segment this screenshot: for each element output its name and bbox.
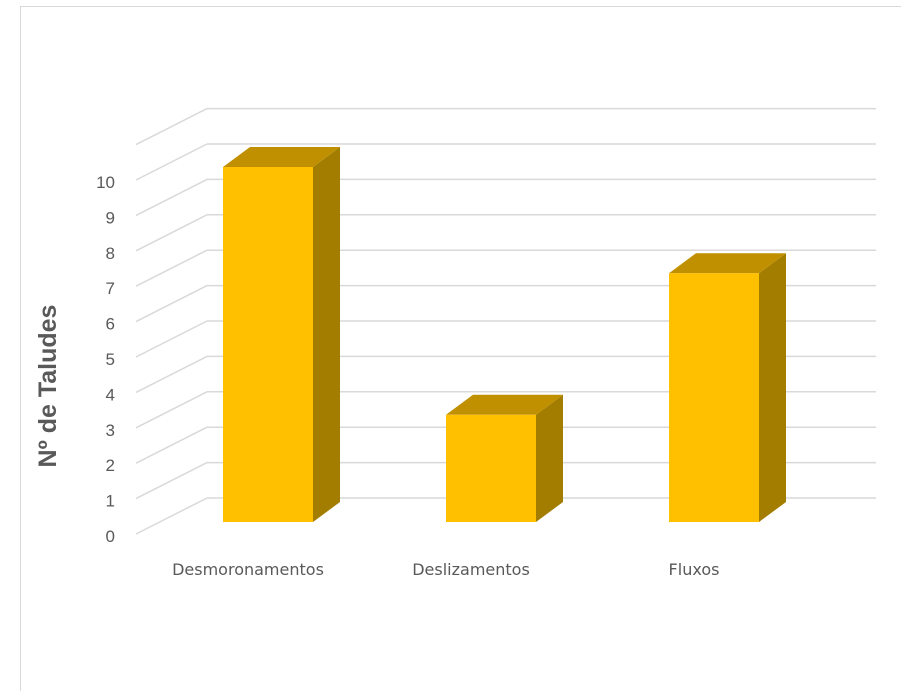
gridline-diagonal <box>135 284 208 323</box>
bar-front <box>446 414 536 522</box>
y-tick-label: 10 <box>96 173 115 192</box>
bar-front <box>223 167 313 522</box>
y-tick-label: 3 <box>106 421 115 440</box>
bar-top <box>223 147 340 167</box>
gridline-diagonal <box>135 320 208 358</box>
gridline-diagonal <box>135 391 208 429</box>
x-axis-categories: Desmoronamentos Deslizamentos Fluxos <box>172 560 719 579</box>
bar-top <box>669 253 786 274</box>
x-category-label: Desmoronamentos <box>172 560 324 579</box>
gridline-diagonal <box>135 143 208 181</box>
y-axis-ticks: 0 1 2 3 4 5 6 7 8 9 10 <box>96 173 115 546</box>
y-tick-label: 6 <box>106 315 115 334</box>
bar-series <box>223 147 786 522</box>
bar-desmoronamentos <box>223 147 340 522</box>
y-tick-label: 1 <box>106 492 115 511</box>
y-tick-label: 5 <box>106 350 115 369</box>
y-axis-title: Nº de Taludes <box>34 305 62 468</box>
gridline-diagonal <box>135 249 208 287</box>
gridline-diagonal <box>135 355 208 394</box>
bar-top <box>446 394 563 415</box>
bar-fluxos <box>669 253 786 522</box>
y-tick-label: 8 <box>106 244 115 263</box>
bar-side <box>759 253 786 522</box>
y-tick-label: 4 <box>106 385 115 404</box>
gridline-diagonal <box>135 178 208 217</box>
gridline-diagonal <box>135 107 208 146</box>
bar-side <box>313 147 340 522</box>
gridline-diagonal <box>135 214 208 252</box>
bar-front <box>669 273 759 522</box>
y-tick-label: 9 <box>106 208 115 227</box>
y-tick-label: 0 <box>106 527 115 546</box>
gridline-diagonal <box>135 426 208 464</box>
y-tick-label: 7 <box>106 279 115 298</box>
gridline-diagonal <box>135 461 208 500</box>
bar-deslizamentos <box>446 394 563 522</box>
gridline-diagonal <box>135 497 208 535</box>
x-category-label: Fluxos <box>669 560 720 579</box>
y-tick-label: 2 <box>106 456 115 475</box>
bar-side <box>536 394 563 522</box>
x-category-label: Deslizamentos <box>412 560 530 579</box>
